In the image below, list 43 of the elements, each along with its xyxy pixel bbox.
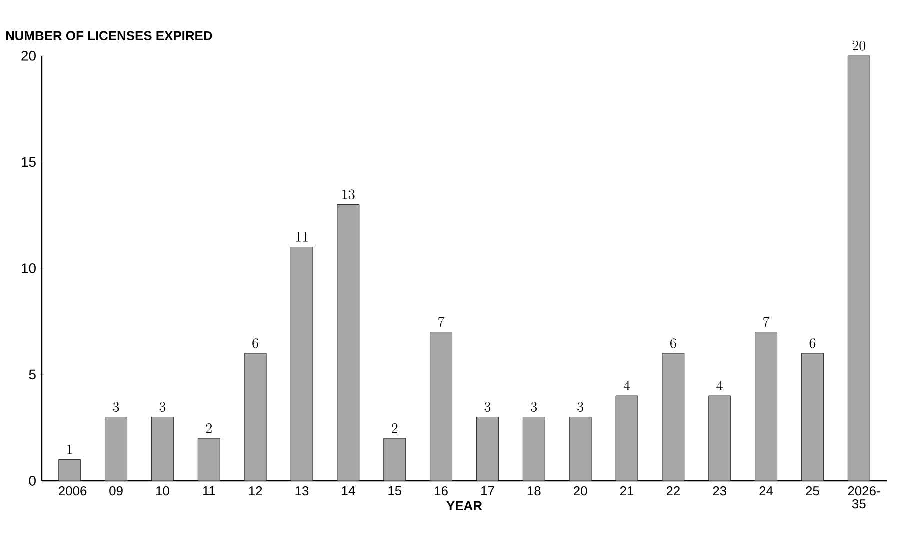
x-tick-label: 22 <box>666 486 680 496</box>
x-tick-label: 10 <box>156 486 170 496</box>
x-tick-label: 20 <box>574 486 588 496</box>
data-label: 4 <box>624 380 630 390</box>
y-tick-label: 0 <box>29 476 36 486</box>
x-tick-label: 11 <box>203 486 216 496</box>
y-tick-label: 20 <box>22 51 36 61</box>
x-axis-title: YEAR <box>446 501 482 510</box>
data-label: 2 <box>206 423 212 433</box>
data-label: 2 <box>392 423 398 433</box>
x-tick-label: 23 <box>713 486 727 496</box>
data-label: 13 <box>342 190 355 200</box>
data-label: 7 <box>438 317 445 328</box>
x-tick-label: 2006 <box>59 486 87 496</box>
data-label: 6 <box>252 338 258 348</box>
data-label: 3 <box>531 402 538 412</box>
data-label: 3 <box>484 402 491 412</box>
data-label: 3 <box>113 402 120 412</box>
data-label: 3 <box>160 402 166 412</box>
data-label: 6 <box>810 338 816 348</box>
y-axis-title: NUMBER OF LICENSES EXPIRED <box>6 31 212 40</box>
data-label: 4 <box>716 380 723 390</box>
y-tick-label: 10 <box>22 264 36 274</box>
x-tick-label: 14 <box>342 486 356 496</box>
data-label: 1 <box>68 444 72 454</box>
x-tick-label: 18 <box>528 486 541 496</box>
x-tick-label: 25 <box>806 486 820 496</box>
x-tick-label: 2026-35 <box>848 486 880 509</box>
data-label: 7 <box>764 317 770 328</box>
x-tick-label: 09 <box>110 486 123 496</box>
y-tick-label: 5 <box>29 370 36 380</box>
x-tick-label: 13 <box>296 486 309 496</box>
data-label: 11 <box>296 232 308 242</box>
y-tick-label: 15 <box>22 157 36 168</box>
x-tick-label: 12 <box>249 486 262 496</box>
data-label: 6 <box>670 338 676 348</box>
data-label: 3 <box>578 402 584 412</box>
x-tick-label: 24 <box>760 486 774 496</box>
x-tick-label: 16 <box>435 486 448 496</box>
x-tick-label: 17 <box>482 486 494 496</box>
x-tick-label: 21 <box>620 486 634 496</box>
x-tick-label: 15 <box>388 486 402 496</box>
data-label: 20 <box>852 40 866 51</box>
